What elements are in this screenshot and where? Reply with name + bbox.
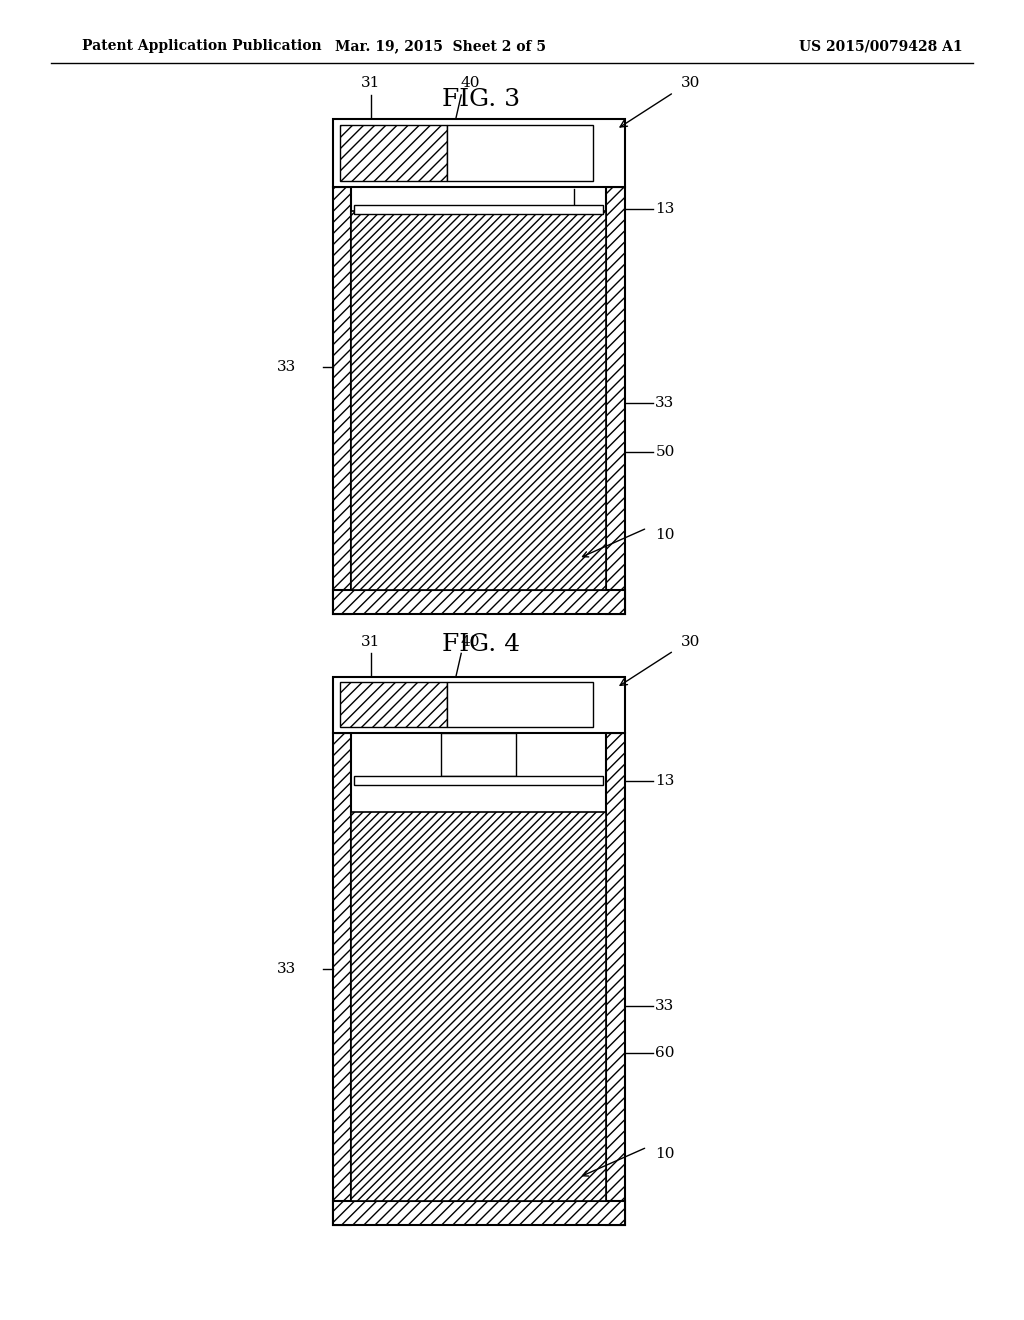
Bar (606, 733, 625, 1225)
Text: Patent Application Publication: Patent Application Publication (82, 40, 322, 53)
Text: 40: 40 (460, 77, 479, 90)
Text: 50: 50 (655, 445, 675, 459)
Bar (333, 677, 625, 733)
Text: Mar. 19, 2015  Sheet 2 of 5: Mar. 19, 2015 Sheet 2 of 5 (335, 40, 546, 53)
Bar (354, 205, 603, 214)
Bar (351, 812, 606, 1201)
Text: 10: 10 (655, 528, 675, 541)
Bar (441, 733, 516, 776)
Bar (447, 682, 593, 727)
Text: 13: 13 (655, 202, 675, 216)
Bar (333, 733, 351, 1225)
Text: 33: 33 (655, 999, 675, 1012)
Text: 31: 31 (361, 77, 381, 90)
Text: 31: 31 (361, 635, 381, 648)
Text: 10: 10 (655, 1147, 675, 1160)
Text: 13: 13 (655, 774, 675, 788)
Text: FIG. 4: FIG. 4 (442, 632, 520, 656)
Bar (333, 590, 625, 614)
Bar (447, 125, 593, 181)
Bar (333, 187, 351, 614)
Bar (333, 1201, 625, 1225)
Text: FIG. 3: FIG. 3 (442, 87, 520, 111)
Bar (606, 187, 625, 614)
Text: 33: 33 (276, 962, 296, 975)
Text: 33: 33 (276, 359, 296, 374)
Bar (333, 119, 625, 187)
Bar (340, 125, 447, 181)
Text: 30: 30 (681, 635, 700, 648)
Bar (340, 682, 447, 727)
Text: 60: 60 (655, 1045, 675, 1060)
Text: 40: 40 (460, 635, 479, 648)
Text: US 2015/0079428 A1: US 2015/0079428 A1 (799, 40, 963, 53)
Text: 33: 33 (655, 396, 675, 411)
Bar (354, 776, 603, 785)
Bar (351, 211, 606, 590)
Text: 30: 30 (681, 77, 700, 90)
